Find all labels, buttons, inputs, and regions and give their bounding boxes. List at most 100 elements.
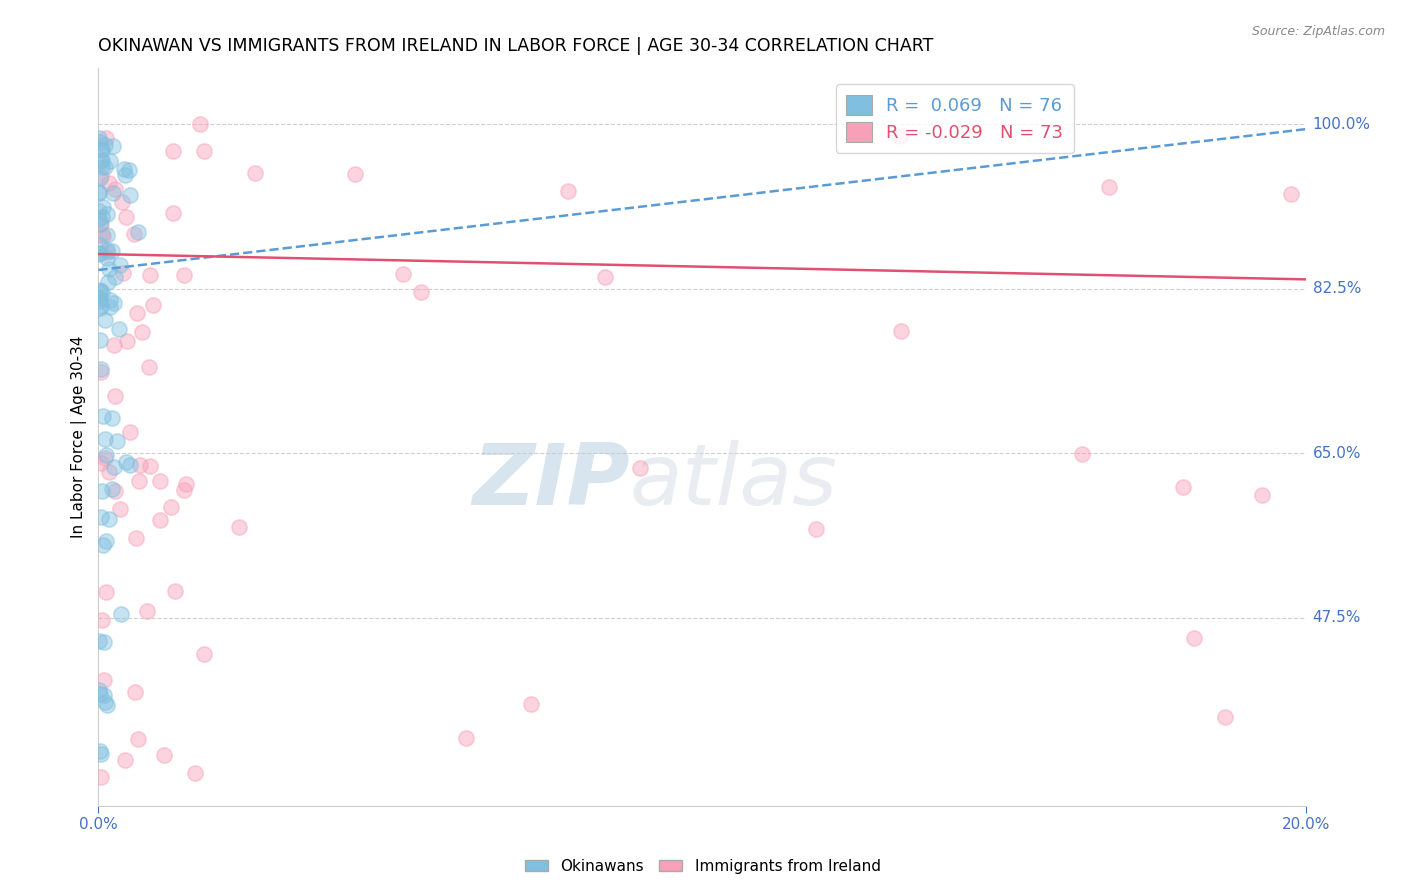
Point	[93, 635, 115, 649]
Point	[118, 163, 141, 178]
Point	[628, 461, 651, 475]
Text: 65.0%: 65.0%	[1313, 446, 1361, 461]
Point	[1215, 710, 1237, 724]
Point	[96, 244, 118, 259]
Point	[1098, 179, 1121, 194]
Point	[96, 448, 118, 462]
Point	[409, 285, 432, 299]
Point	[87, 203, 110, 218]
Point	[90, 747, 112, 762]
Point	[890, 324, 912, 338]
Point	[139, 268, 162, 283]
Legend: R =  0.069   N = 76, R = -0.029   N = 73: R = 0.069 N = 76, R = -0.029 N = 73	[835, 85, 1074, 153]
Point	[111, 266, 134, 280]
Point	[454, 731, 477, 745]
Point	[112, 162, 135, 177]
Point	[89, 135, 111, 149]
Text: OKINAWAN VS IMMIGRANTS FROM IRELAND IN LABOR FORCE | AGE 30-34 CORRELATION CHART: OKINAWAN VS IMMIGRANTS FROM IRELAND IN L…	[98, 37, 934, 55]
Point	[91, 143, 114, 157]
Y-axis label: In Labor Force | Age 30-34: In Labor Force | Age 30-34	[72, 335, 87, 538]
Point	[124, 685, 146, 699]
Point	[228, 519, 250, 533]
Point	[593, 270, 616, 285]
Point	[93, 137, 115, 152]
Point	[122, 227, 145, 241]
Point	[111, 195, 134, 210]
Point	[520, 698, 543, 712]
Point	[120, 458, 142, 473]
Point	[94, 432, 117, 446]
Point	[89, 291, 111, 305]
Point	[87, 682, 110, 697]
Point	[127, 306, 149, 320]
Point	[114, 168, 136, 182]
Point	[87, 212, 110, 227]
Point	[94, 695, 117, 709]
Point	[103, 270, 125, 285]
Point	[87, 633, 110, 648]
Point	[125, 531, 148, 545]
Point	[103, 186, 125, 201]
Point	[91, 229, 114, 244]
Point	[98, 176, 121, 190]
Point	[100, 244, 122, 259]
Point	[90, 161, 112, 175]
Point	[98, 153, 121, 168]
Point	[91, 538, 114, 552]
Point	[90, 509, 112, 524]
Point	[153, 747, 176, 762]
Point	[94, 451, 117, 466]
Point	[89, 238, 111, 252]
Point	[1171, 480, 1194, 494]
Point	[89, 744, 111, 758]
Point	[131, 325, 153, 339]
Point	[173, 483, 195, 497]
Point	[87, 130, 110, 145]
Point	[91, 200, 114, 214]
Point	[90, 169, 112, 184]
Point	[89, 283, 111, 297]
Point	[889, 128, 911, 143]
Point	[97, 262, 120, 277]
Point	[149, 474, 172, 488]
Point	[142, 298, 165, 312]
Point	[90, 456, 112, 470]
Point	[1279, 187, 1302, 202]
Point	[98, 293, 121, 308]
Point	[114, 754, 136, 768]
Point	[138, 359, 160, 374]
Point	[107, 322, 129, 336]
Point	[101, 483, 124, 497]
Point	[127, 732, 149, 747]
Point	[89, 246, 111, 260]
Point	[101, 410, 124, 425]
Point	[91, 285, 114, 299]
Point	[105, 434, 128, 449]
Point	[94, 534, 117, 549]
Point	[173, 268, 195, 282]
Text: 100.0%: 100.0%	[1313, 117, 1371, 132]
Point	[96, 251, 118, 265]
Point	[89, 217, 111, 231]
Point	[344, 167, 367, 181]
Point	[89, 687, 111, 701]
Point	[89, 291, 111, 305]
Text: 82.5%: 82.5%	[1313, 281, 1361, 296]
Point	[89, 247, 111, 261]
Point	[90, 361, 112, 376]
Point	[89, 284, 111, 298]
Point	[184, 765, 207, 780]
Point	[162, 144, 184, 158]
Point	[98, 301, 121, 315]
Point	[94, 584, 117, 599]
Point	[90, 365, 112, 379]
Point	[93, 673, 115, 687]
Point	[392, 267, 415, 281]
Point	[1071, 446, 1094, 460]
Point	[104, 182, 127, 196]
Point	[557, 184, 579, 198]
Point	[806, 523, 828, 537]
Point	[115, 210, 138, 224]
Point	[94, 161, 117, 175]
Point	[128, 474, 150, 488]
